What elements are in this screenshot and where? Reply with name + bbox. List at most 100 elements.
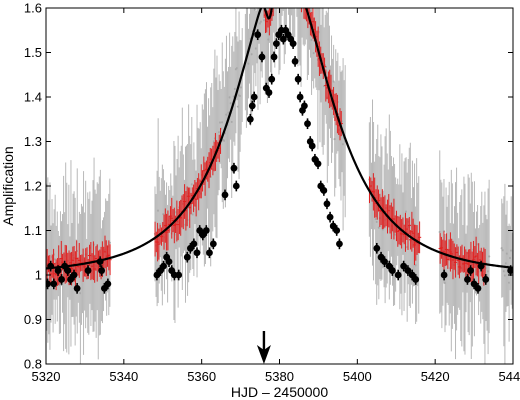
black-data-point (250, 91, 258, 103)
axis-ticks (45, 7, 514, 365)
gray-point (503, 183, 507, 364)
gray-point (284, 8, 286, 55)
x-tick-label: 5340 (109, 369, 138, 384)
black-data-point (304, 118, 311, 130)
red-point (418, 221, 422, 254)
black-data-point (258, 51, 266, 63)
gray-point (280, 8, 282, 40)
red-point (108, 244, 112, 276)
y-tick-label: 1.2 (24, 179, 42, 194)
gray-point (505, 200, 509, 307)
black-data-point (301, 100, 308, 112)
red-point (272, 8, 274, 17)
gray-point (247, 28, 250, 99)
black-data-point (272, 38, 280, 49)
black-data-point (336, 238, 343, 250)
black-data-point (289, 38, 297, 49)
black-data-point (230, 162, 238, 174)
y-tick-label: 0.9 (24, 312, 42, 327)
gray-point (405, 157, 408, 266)
black-data-layer (46, 24, 513, 294)
y-axis-label: Amplification (0, 146, 16, 225)
gray-point (283, 8, 285, 64)
gray-point (285, 8, 287, 35)
black-data-point (58, 274, 65, 285)
x-axis-label: HJD – 2450000 (231, 384, 329, 400)
black-data-point (394, 269, 402, 281)
x-tick-label: 5360 (187, 369, 216, 384)
gray-data-layer (46, 0, 513, 364)
gray-point (273, 8, 275, 33)
black-data-point (279, 33, 287, 45)
gray-point (190, 117, 193, 252)
gray-point (264, 8, 266, 95)
red-point (299, 0, 302, 5)
gray-point (309, 8, 312, 58)
gray-point (229, 66, 232, 140)
black-data-point (206, 247, 213, 259)
gray-point (292, 8, 294, 37)
red-point (263, 8, 265, 18)
black-data-point (70, 269, 78, 281)
black-data-point (209, 238, 217, 250)
black-data-point (308, 140, 316, 152)
black-data-point (50, 278, 58, 290)
black-data-point (96, 256, 104, 267)
black-data-point (326, 211, 334, 223)
black-data-point (190, 238, 198, 250)
gray-point (275, 8, 277, 38)
red-point (304, 8, 306, 20)
gray-point (301, 8, 303, 38)
red-point (302, 8, 304, 9)
y-tick-label: 1.3 (24, 134, 42, 149)
red-point (306, 8, 310, 29)
gray-point (262, 8, 264, 61)
black-data-point (294, 73, 302, 85)
black-data-point (165, 256, 173, 267)
black-data-point (412, 274, 420, 285)
gray-point (239, 39, 242, 152)
gray-point (279, 8, 281, 70)
gray-point (504, 214, 508, 312)
gray-point (303, 8, 305, 47)
x-tick-label: 5320 (32, 369, 61, 384)
gray-point (299, 8, 301, 66)
black-data-point (47, 260, 55, 272)
gray-point (272, 8, 274, 59)
gray-point (267, 8, 270, 90)
y-tick-label: 0.8 (24, 357, 42, 372)
gray-point (212, 68, 215, 215)
black-data-point (477, 260, 485, 272)
gray-point (295, 0, 297, 1)
black-data-point (232, 180, 240, 192)
black-data-point (84, 265, 92, 276)
gray-point (263, 8, 266, 55)
black-data-point (440, 269, 448, 281)
black-data-point (381, 256, 388, 267)
gray-point (240, 40, 243, 135)
black-data-point (104, 278, 112, 290)
gray-point (276, 8, 278, 41)
black-data-point (98, 265, 106, 276)
gray-point (510, 196, 513, 305)
gray-point (486, 188, 490, 355)
y-tick-label: 1.1 (24, 223, 42, 238)
black-data-point (388, 265, 396, 276)
black-data-point (64, 265, 72, 276)
black-data-point (474, 283, 482, 294)
gray-point (502, 196, 505, 347)
gray-point (159, 190, 162, 258)
black-data-point (175, 269, 183, 281)
gray-point (225, 35, 228, 194)
black-data-point (254, 29, 262, 41)
black-data-point (54, 265, 62, 276)
red-point (407, 216, 411, 234)
black-data-point (467, 265, 474, 276)
gray-point (300, 8, 302, 87)
black-data-point (296, 91, 304, 103)
y-tick-label: 1.5 (24, 45, 42, 60)
x-tick-label: 5420 (421, 369, 450, 384)
gray-point (508, 223, 511, 342)
gray-point (298, 8, 300, 62)
gray-point (509, 225, 512, 291)
